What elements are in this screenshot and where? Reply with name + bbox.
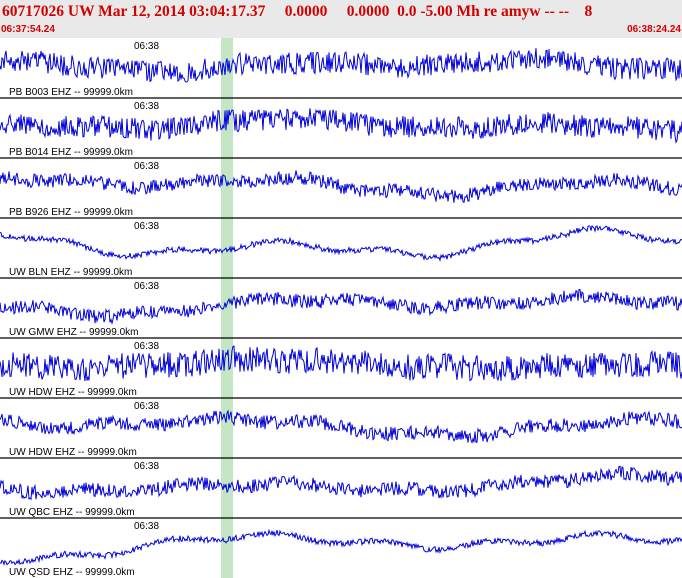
station-label: UW QSD EHZ -- 99999.0km: [9, 567, 135, 578]
waveform-line: [0, 48, 682, 83]
trace-row: 06:38 UW BLN EHZ -- 99999.0km: [0, 221, 682, 279]
record-header: 60717026 UW Mar 12, 2014 03:04:17.37 0.0…: [0, 0, 682, 38]
waveform-line: [0, 224, 682, 263]
trace-row: 06:38 UW QSD EHZ -- 99999.0km: [0, 521, 682, 578]
minute-tick-label: 06:38: [134, 461, 159, 472]
waveform-line: [0, 465, 682, 501]
waveform-line: [0, 528, 682, 566]
station-label: UW BLN EHZ -- 99999.0km: [9, 267, 132, 278]
trace-row: 06:38 UW QBC EHZ -- 99999.0km: [0, 461, 682, 519]
station-label: UW QBC EHZ -- 99999.0km: [9, 507, 135, 518]
waveform-line: [0, 345, 682, 382]
waveform-line: [0, 288, 682, 325]
waveform-line: [0, 170, 682, 204]
minute-tick-label: 06:38: [134, 521, 159, 532]
station-label: PB B003 EHZ -- 99999.0km: [9, 87, 133, 98]
minute-tick-label: 06:38: [134, 161, 159, 172]
station-label: PB B926 EHZ -- 99999.0km: [9, 207, 133, 218]
trace-row: 06:38 UW HDW EHZ -- 99999.0km: [0, 401, 682, 459]
trace-row: 06:38 UW HDW EHZ -- 99999.0km: [0, 341, 682, 399]
station-label: UW GMW EHZ -- 99999.0km: [9, 327, 138, 338]
minute-tick-label: 06:38: [134, 41, 159, 52]
station-label: UW HDW EHZ -- 99999.0km: [9, 387, 137, 398]
trace-row: 06:38 PB B926 EHZ -- 99999.0km: [0, 161, 682, 219]
minute-tick-label: 06:38: [134, 101, 159, 112]
event-title: 60717026 UW Mar 12, 2014 03:04:17.37 0.0…: [2, 3, 593, 20]
window-start-time: 06:37:54.24: [1, 24, 55, 35]
minute-tick-label: 06:38: [134, 281, 159, 292]
pick-highlight-band: [221, 38, 233, 578]
minute-tick-label: 06:38: [134, 401, 159, 412]
minute-tick-label: 06:38: [134, 221, 159, 232]
trace-row: 06:38 UW GMW EHZ -- 99999.0km: [0, 281, 682, 339]
trace-row: 06:38 PB B003 EHZ -- 99999.0km: [0, 41, 682, 99]
station-label: UW HDW EHZ -- 99999.0km: [9, 447, 137, 458]
window-end-time: 06:38:24.24: [627, 24, 681, 35]
station-label: PB B014 EHZ -- 99999.0km: [9, 147, 133, 158]
waveform-line: [0, 409, 682, 444]
waveform-line: [0, 108, 682, 144]
trace-row: 06:38 PB B014 EHZ -- 99999.0km: [0, 101, 682, 159]
minute-tick-label: 06:38: [134, 341, 159, 352]
